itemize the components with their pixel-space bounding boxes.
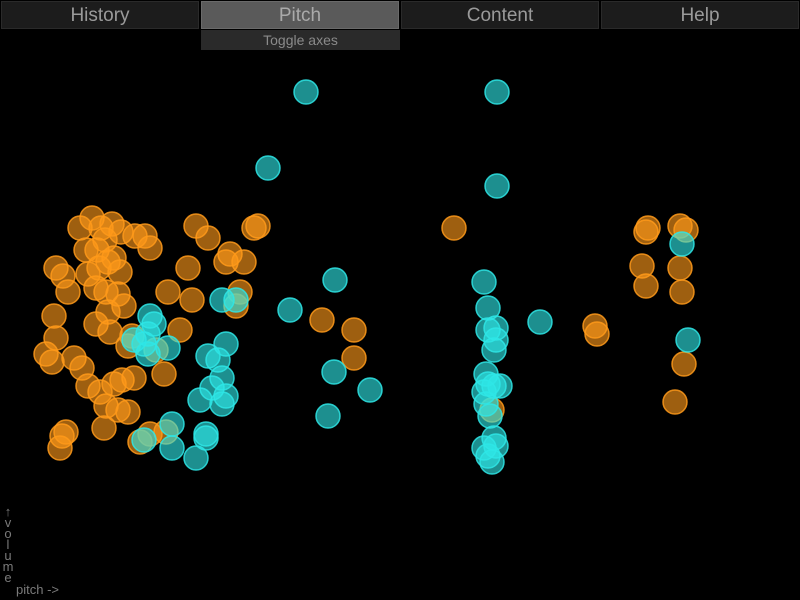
cyan-point-1[interactable]: [255, 155, 281, 181]
tab-content[interactable]: Content: [401, 1, 599, 29]
cyan-point-52[interactable]: [675, 327, 701, 353]
y-axis-label: ↑ v o l u m e: [2, 504, 14, 585]
cyan-point-3[interactable]: [484, 173, 510, 199]
orange-point-72[interactable]: [633, 219, 659, 245]
orange-point-65[interactable]: [341, 317, 367, 343]
orange-point-27[interactable]: [55, 279, 81, 305]
cyan-point-37[interactable]: [481, 337, 507, 363]
cyan-point-22[interactable]: [159, 435, 185, 461]
orange-point-31[interactable]: [39, 349, 65, 375]
cyan-point-44[interactable]: [477, 403, 503, 429]
y-axis-label-glyph-6: e: [4, 570, 12, 585]
orange-point-28[interactable]: [41, 303, 67, 329]
orange-point-80[interactable]: [662, 389, 688, 415]
orange-point-52[interactable]: [179, 287, 205, 313]
orange-point-53[interactable]: [155, 279, 181, 305]
cyan-point-17[interactable]: [209, 391, 235, 417]
orange-point-41[interactable]: [115, 399, 141, 425]
orange-point-45[interactable]: [47, 435, 73, 461]
cyan-point-13[interactable]: [195, 343, 221, 369]
orange-point-51[interactable]: [167, 317, 193, 343]
orange-point-13[interactable]: [107, 259, 133, 285]
cyan-point-51[interactable]: [669, 231, 695, 257]
cyan-point-6[interactable]: [321, 359, 347, 385]
cyan-point-31[interactable]: [155, 335, 181, 361]
toggle-axes-menu-item[interactable]: Toggle axes: [201, 30, 400, 50]
orange-point-79[interactable]: [671, 351, 697, 377]
tab-pitch[interactable]: Pitch: [201, 1, 399, 29]
cyan-point-21[interactable]: [159, 411, 185, 437]
cyan-point-18[interactable]: [187, 387, 213, 413]
orange-point-10[interactable]: [67, 215, 93, 241]
cyan-point-2[interactable]: [484, 79, 510, 105]
y-axis-label-glyph-1: v: [4, 515, 12, 530]
y-axis-label-glyph-5: m: [2, 559, 14, 574]
orange-point-42[interactable]: [91, 415, 117, 441]
cyan-point-42[interactable]: [487, 373, 513, 399]
cyan-point-23[interactable]: [183, 445, 209, 471]
cyan-point-30[interactable]: [121, 327, 147, 353]
orange-point-74[interactable]: [633, 273, 659, 299]
cyan-point-32[interactable]: [471, 269, 497, 295]
cyan-point-4[interactable]: [322, 267, 348, 293]
y-axis-label-glyph-4: u: [4, 548, 12, 563]
orange-point-63[interactable]: [245, 213, 271, 239]
orange-point-54[interactable]: [175, 255, 201, 281]
orange-point-38[interactable]: [121, 365, 147, 391]
orange-point-59[interactable]: [231, 249, 257, 275]
y-axis-label-glyph-3: l: [6, 537, 10, 552]
orange-point-70[interactable]: [584, 321, 610, 347]
menu-bar: History Pitch Content Help: [0, 0, 800, 30]
orange-point-50[interactable]: [151, 361, 177, 387]
orange-point-64[interactable]: [309, 307, 335, 333]
cyan-point-0[interactable]: [293, 79, 319, 105]
orange-point-78[interactable]: [669, 279, 695, 305]
cyan-point-24[interactable]: [131, 427, 157, 453]
orange-point-66[interactable]: [341, 345, 367, 371]
cyan-point-8[interactable]: [315, 403, 341, 429]
tab-help[interactable]: Help: [601, 1, 799, 29]
cyan-point-5[interactable]: [277, 297, 303, 323]
cyan-point-7[interactable]: [357, 377, 383, 403]
x-axis-label: pitch ->: [16, 582, 59, 597]
cyan-point-10[interactable]: [223, 287, 249, 313]
orange-point-67[interactable]: [441, 215, 467, 241]
orange-point-56[interactable]: [195, 225, 221, 251]
y-axis-label-glyph-2: o: [4, 526, 12, 541]
cyan-point-50[interactable]: [527, 309, 553, 335]
tab-history[interactable]: History: [1, 1, 199, 29]
cyan-point-49[interactable]: [479, 449, 505, 475]
y-axis-label-glyph-0: ↑: [4, 504, 12, 519]
orange-point-77[interactable]: [667, 255, 693, 281]
points-layer: [33, 79, 701, 475]
orange-point-6[interactable]: [137, 235, 163, 261]
cyan-point-20[interactable]: [193, 425, 219, 451]
